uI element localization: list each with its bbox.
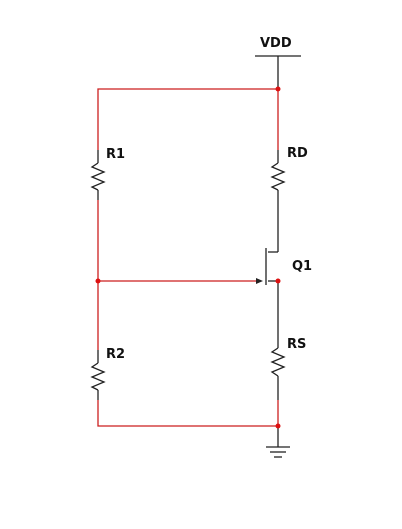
wire-transistor-leads [268,200,279,447]
wire-bottom-network [97,400,279,427]
label-q1: Q1 [292,259,312,274]
gate-arrow-icon [256,278,263,284]
resistor-rs [270,320,286,400]
junction-vdd [275,86,281,92]
label-rd: RD [287,146,308,161]
label-vdd: VDD [260,36,292,51]
supply-rail-icon [255,55,301,89]
junction-gate [95,278,101,284]
label-rs: RS [287,337,306,352]
resistor-r2 [90,350,106,400]
wire-top-network [97,88,279,350]
junction-dots [95,86,281,429]
label-r1: R1 [106,147,125,162]
jfet-n-channel-icon [256,248,267,285]
junction-source [275,278,281,284]
junction-ground [275,423,281,429]
resistor-r1 [90,150,106,200]
ground-icon [266,446,290,458]
label-r2: R2 [106,347,125,362]
resistor-rd [270,150,286,200]
